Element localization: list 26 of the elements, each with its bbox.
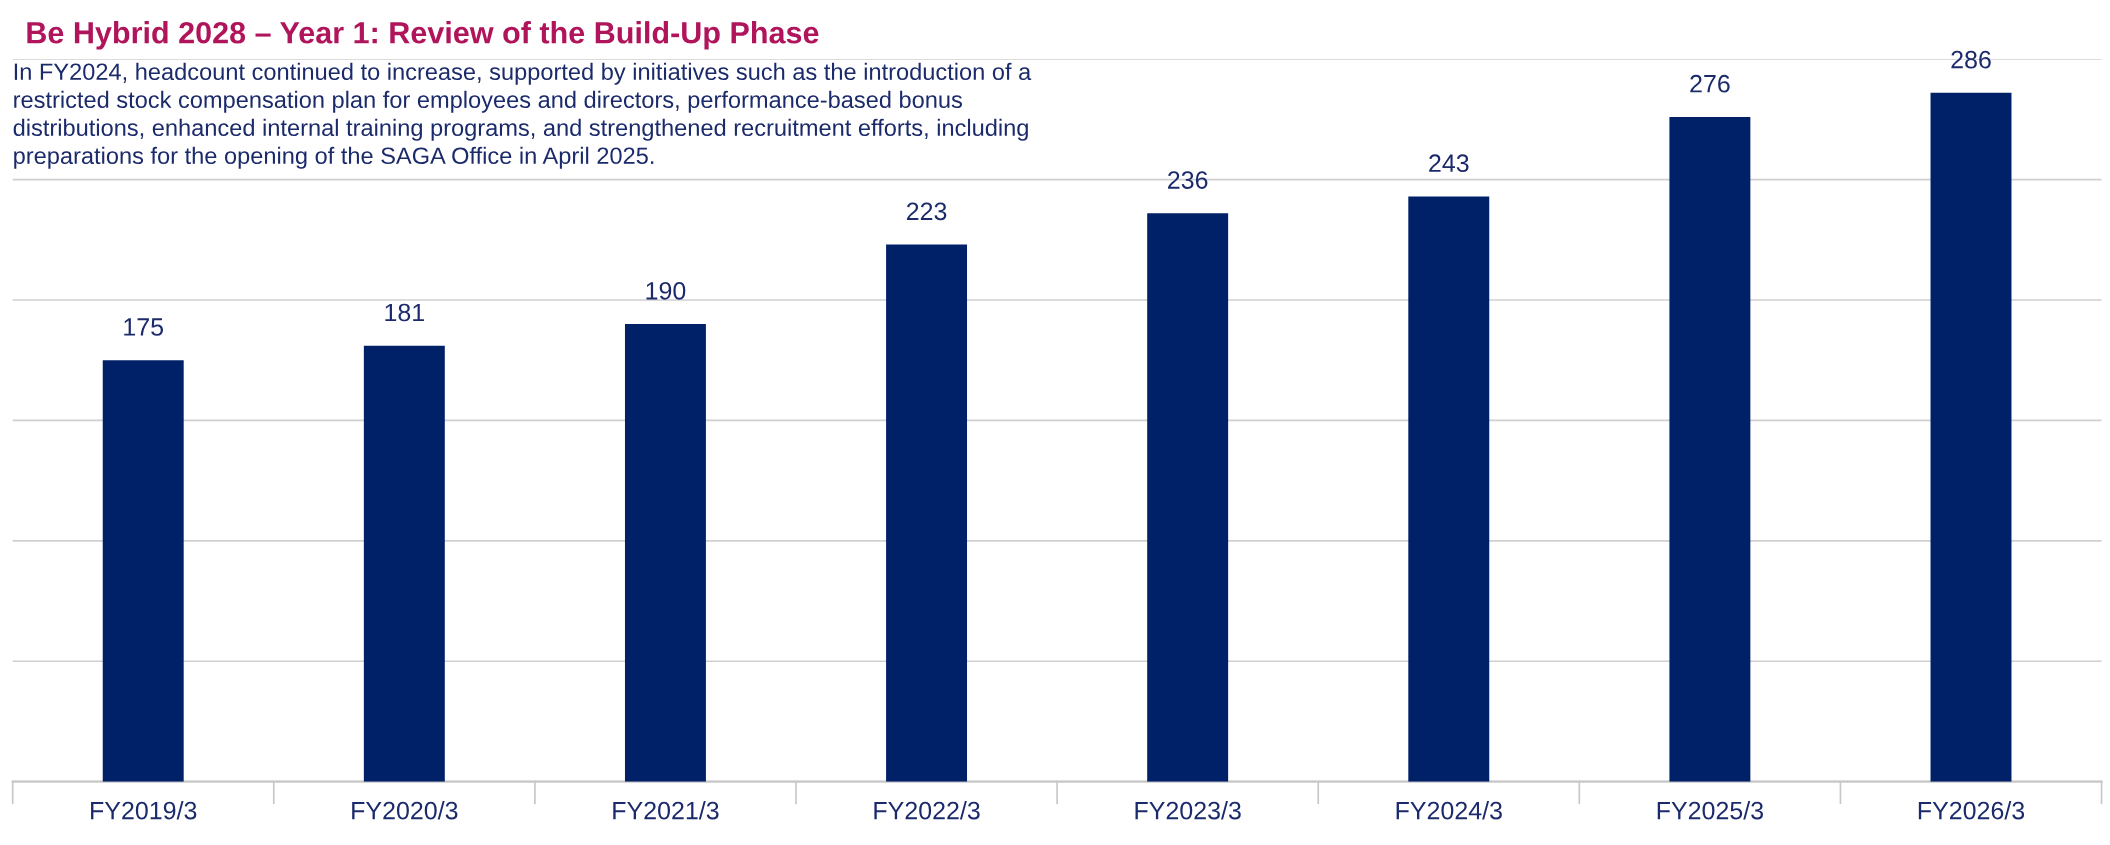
data-label: 236 [1168, 171, 1208, 189]
x-tick-label: FY2024/3 [1396, 801, 1502, 820]
x-tick-label: FY2022/3 [874, 801, 980, 820]
x-tick-label: FY2025/3 [1657, 801, 1763, 820]
bar [1930, 92, 2012, 782]
bar [102, 360, 184, 782]
data-label: 243 [1429, 154, 1469, 173]
bar [1147, 213, 1229, 782]
bar [624, 324, 706, 782]
chart-title: Be Hybrid 2028 – Year 1: Review of the Build-Up Phase [27, 21, 819, 50]
x-tick-label: FY2026/3 [1918, 801, 2025, 820]
data-label: 223 [906, 202, 947, 221]
bar [363, 345, 445, 782]
data-label: 276 [1690, 74, 1730, 93]
data-label: 175 [124, 318, 164, 336]
bar [886, 244, 968, 782]
x-tick-label: FY2019/3 [91, 801, 197, 820]
x-tick-label: FY2021/3 [613, 801, 719, 820]
bar [1669, 116, 1751, 782]
data-label: 190 [646, 281, 686, 300]
x-tick-label: FY2023/3 [1135, 801, 1241, 820]
bar [1408, 196, 1490, 782]
data-label: 181 [385, 303, 424, 322]
data-label: 286 [1951, 50, 1991, 69]
annotation: In FY2024, headcount continued to increase, supported by initiatives such as the introduction of a restricted stock compensation plan for employees and directors, performance-based bonus distributions, enhanced internal training programs, and strengthened recruitment efforts, including preparations for the opening of the SAGA Office in April 2025. [13, 62, 1032, 169]
x-tick-label: FY2020/3 [352, 801, 458, 820]
